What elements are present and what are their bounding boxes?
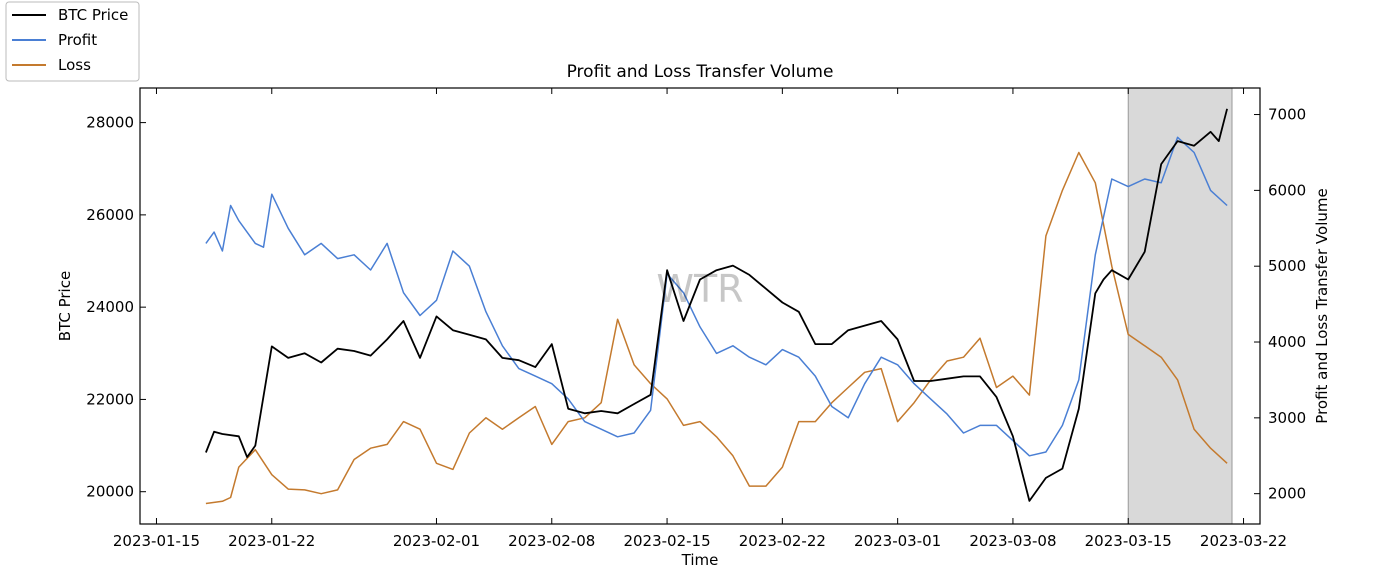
left-y-axis-ticks: 20000 22000 24000 26000 28000 — [86, 114, 146, 501]
x-tick-label: 2023-01-22 — [228, 532, 315, 550]
x-tick-label: 2023-02-08 — [508, 532, 595, 550]
watermark: WTR — [656, 267, 743, 311]
series-line-btc-price — [205, 108, 1228, 502]
x-tick-label: 2023-03-08 — [969, 532, 1056, 550]
x-tick-label: 2023-03-22 — [1200, 532, 1287, 550]
x-tick-label: 2023-03-15 — [1085, 532, 1172, 550]
x-tick-label: 2023-03-01 — [854, 532, 941, 550]
x-tick-label: 2023-02-01 — [393, 532, 480, 550]
right-y-tick-label: 5000 — [1268, 257, 1306, 275]
series-lines — [205, 108, 1228, 505]
legend-label: BTC Price — [58, 6, 128, 24]
legend-label: Profit — [58, 31, 97, 49]
chart-title: Profit and Loss Transfer Volume — [567, 62, 834, 82]
legend: BTC Price Profit Loss — [5, 1, 140, 82]
x-tick-label: 2023-02-22 — [739, 532, 826, 550]
plot-frame — [139, 87, 1261, 525]
x-axis-label: Time — [681, 551, 719, 569]
legend-label: Loss — [58, 56, 91, 74]
x-axis-ticks: 2023-01-15 2023-01-22 2023-02-01 2023-02-08… — [113, 88, 1287, 550]
right-y-axis-ticks: 2000 3000 4000 5000 6000 7000 — [1254, 106, 1306, 503]
series-line-loss — [205, 151, 1228, 505]
right-y-tick-label: 6000 — [1268, 181, 1306, 199]
left-y-tick-label: 28000 — [86, 114, 134, 132]
legend-box — [5, 1, 140, 82]
left-y-tick-label: 22000 — [86, 390, 134, 408]
right-y-tick-label: 4000 — [1268, 333, 1306, 351]
highlight-span — [1127, 87, 1233, 525]
x-tick-label: 2023-02-15 — [623, 532, 710, 550]
left-y-tick-label: 20000 — [86, 483, 134, 501]
left-y-axis-label: BTC Price — [56, 271, 74, 341]
x-tick-label: 2023-01-15 — [113, 532, 200, 550]
series-line-profit — [205, 136, 1228, 457]
left-y-tick-label: 24000 — [86, 298, 134, 316]
right-y-tick-label: 2000 — [1268, 485, 1306, 503]
right-y-tick-label: 3000 — [1268, 409, 1306, 427]
right-y-axis-label: Profit and Loss Transfer Volume — [1313, 188, 1331, 423]
left-y-tick-label: 26000 — [86, 206, 134, 224]
right-y-tick-label: 7000 — [1268, 106, 1306, 124]
